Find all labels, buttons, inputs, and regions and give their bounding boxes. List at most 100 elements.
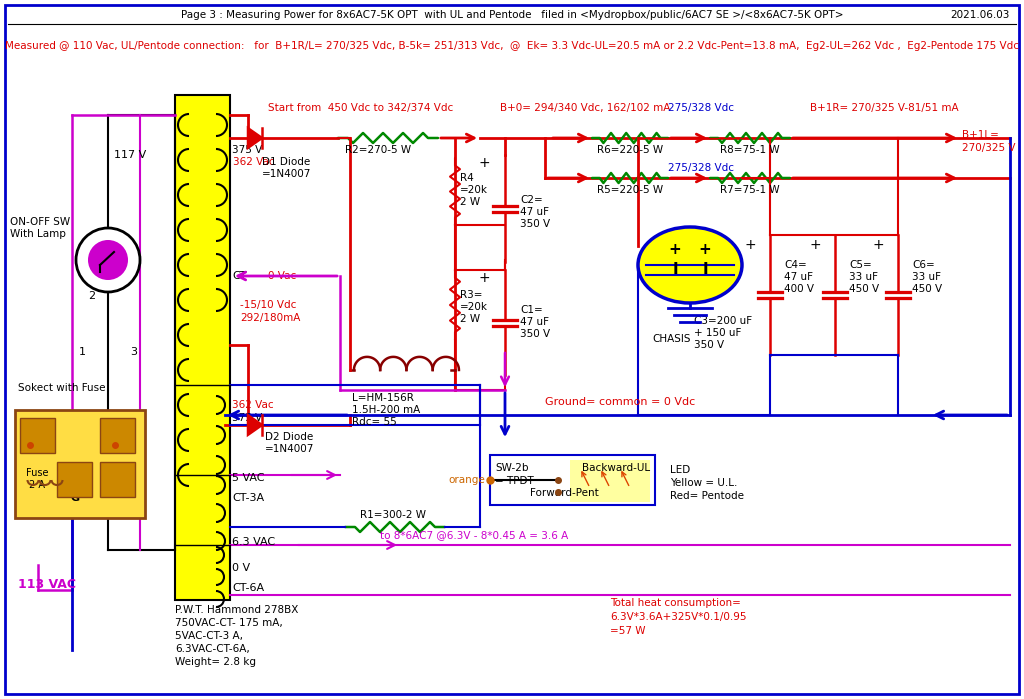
Text: 400 V: 400 V [784, 284, 814, 294]
Text: ON-OFF SW: ON-OFF SW [10, 217, 70, 227]
Text: CT-3A: CT-3A [232, 493, 264, 503]
Text: orange: orange [449, 475, 485, 485]
Text: L: L [72, 468, 79, 478]
Text: + 150 uF: + 150 uF [694, 328, 741, 338]
Text: +: + [698, 243, 712, 257]
Text: -15/10 Vdc: -15/10 Vdc [240, 300, 296, 310]
Text: N: N [113, 468, 122, 478]
Text: 33 uF: 33 uF [912, 272, 941, 282]
Text: 275/328 Vdc: 275/328 Vdc [668, 103, 734, 113]
Text: B+1R= 270/325 V-81/51 mA: B+1R= 270/325 V-81/51 mA [810, 103, 958, 113]
Polygon shape [248, 128, 262, 147]
Text: +: + [669, 243, 681, 257]
Bar [15, 410, 145, 518]
Circle shape [76, 228, 140, 292]
Text: +: + [478, 271, 490, 285]
Text: =57 W: =57 W [610, 626, 645, 636]
Text: B+0= 294/340 Vdc, 162/102 mA: B+0= 294/340 Vdc, 162/102 mA [500, 103, 671, 113]
Text: R4: R4 [460, 173, 474, 183]
Text: 3: 3 [130, 347, 137, 357]
Text: Backward-UL: Backward-UL [582, 463, 650, 473]
Circle shape [88, 240, 128, 280]
Text: 2 W: 2 W [460, 197, 480, 207]
Polygon shape [248, 415, 262, 435]
Text: 2021.06.03: 2021.06.03 [950, 10, 1010, 20]
Text: 2 A: 2 A [29, 480, 45, 490]
Text: 33 uF: 33 uF [849, 272, 878, 282]
Text: Ground= common = 0 Vdc: Ground= common = 0 Vdc [545, 397, 695, 407]
Text: 1: 1 [79, 347, 85, 357]
Text: 450 V: 450 V [849, 284, 880, 294]
Text: R5=220-5 W: R5=220-5 W [597, 185, 664, 195]
Text: CT-6A: CT-6A [232, 583, 264, 593]
Text: Measured @ 110 Vac, UL/Pentode connection:   for  B+1R/L= 270/325 Vdc, B-5k= 251: Measured @ 110 Vac, UL/Pentode connectio… [5, 41, 1019, 51]
Bar [490, 455, 655, 505]
Text: Sokect with Fuse: Sokect with Fuse [18, 383, 105, 393]
Text: 0 Vac: 0 Vac [268, 271, 296, 281]
Text: =20k: =20k [460, 185, 488, 195]
Text: 5VAC-CT-3 A,: 5VAC-CT-3 A, [175, 631, 243, 641]
Text: R3=: R3= [460, 290, 482, 300]
Text: 47 uF: 47 uF [784, 272, 813, 282]
Text: Start from  450 Vdc to 342/374 Vdc: Start from 450 Vdc to 342/374 Vdc [268, 103, 454, 113]
Text: =20k: =20k [460, 302, 488, 312]
Text: = TPDT: = TPDT [495, 476, 534, 486]
Text: 270/325 V: 270/325 V [962, 143, 1016, 153]
Text: C6=: C6= [912, 260, 935, 270]
Text: 750VAC-CT- 175 mA,: 750VAC-CT- 175 mA, [175, 618, 283, 628]
Text: 375 V: 375 V [232, 413, 262, 423]
Text: 117 V: 117 V [114, 150, 146, 160]
Text: C2=: C2= [520, 195, 543, 205]
Text: C4=: C4= [784, 260, 807, 270]
Text: 0 V: 0 V [232, 563, 250, 573]
Text: 2: 2 [88, 291, 95, 301]
Text: R8=75-1 W: R8=75-1 W [720, 145, 780, 155]
Text: 5 VAC: 5 VAC [232, 473, 264, 483]
Ellipse shape [638, 227, 742, 303]
Text: 350 V: 350 V [694, 340, 724, 350]
Text: 47 uF: 47 uF [520, 207, 549, 217]
Text: B+1L=: B+1L= [962, 130, 998, 140]
Text: =1N4007: =1N4007 [262, 169, 311, 179]
Text: Fuse: Fuse [26, 468, 48, 478]
Text: 375 V: 375 V [232, 145, 262, 155]
Text: Yellow = U.L.: Yellow = U.L. [670, 478, 737, 488]
Text: +: + [478, 156, 490, 170]
Text: G: G [71, 493, 80, 503]
Bar [20, 418, 55, 453]
Text: 362 Vac: 362 Vac [233, 157, 274, 167]
Text: L: L [34, 430, 41, 440]
Text: 292/180mA: 292/180mA [240, 313, 300, 323]
Text: 113 VAC: 113 VAC [18, 579, 76, 591]
Text: C3=200 uF: C3=200 uF [694, 316, 752, 326]
Bar [175, 95, 230, 600]
Text: 6.3VAC-CT-6A,: 6.3VAC-CT-6A, [175, 644, 250, 654]
Text: With Lamp: With Lamp [10, 229, 66, 239]
Text: Total heat consumption=: Total heat consumption= [610, 598, 741, 608]
Text: Red= Pentode: Red= Pentode [670, 491, 744, 501]
Text: +: + [809, 238, 821, 252]
Text: 2 W: 2 W [460, 314, 480, 324]
Text: to 8*6AC7 @6.3V - 8*0.45 A = 3.6 A: to 8*6AC7 @6.3V - 8*0.45 A = 3.6 A [380, 530, 568, 540]
Text: Rdc= 55: Rdc= 55 [352, 417, 396, 427]
Text: CHASIS: CHASIS [652, 334, 691, 344]
Text: R1=300-2 W: R1=300-2 W [360, 510, 426, 520]
Text: P.W.T. Hammond 278BX: P.W.T. Hammond 278BX [175, 605, 298, 615]
Text: C1=: C1= [520, 305, 543, 315]
Bar [57, 462, 92, 497]
Text: SW-2b: SW-2b [495, 463, 528, 473]
Text: =1N4007: =1N4007 [265, 444, 314, 454]
Text: Page 3 : Measuring Power for 8x6AC7-5K OPT  with UL and Pentode   filed in <Mydr: Page 3 : Measuring Power for 8x6AC7-5K O… [181, 10, 843, 20]
Text: 450 V: 450 V [912, 284, 942, 294]
Bar [100, 418, 135, 453]
Text: L: L [114, 430, 121, 440]
Text: 47 uF: 47 uF [520, 317, 549, 327]
Text: Forward-Pent: Forward-Pent [530, 488, 599, 498]
Text: CT: CT [232, 271, 247, 281]
Text: Weight= 2.8 kg: Weight= 2.8 kg [175, 657, 256, 667]
Text: R2=270-5 W: R2=270-5 W [345, 145, 411, 155]
Text: 6.3 VAC: 6.3 VAC [232, 537, 275, 547]
Text: 275/328 Vdc: 275/328 Vdc [668, 163, 734, 173]
Text: LED: LED [670, 465, 690, 475]
Text: I: I [702, 263, 708, 278]
